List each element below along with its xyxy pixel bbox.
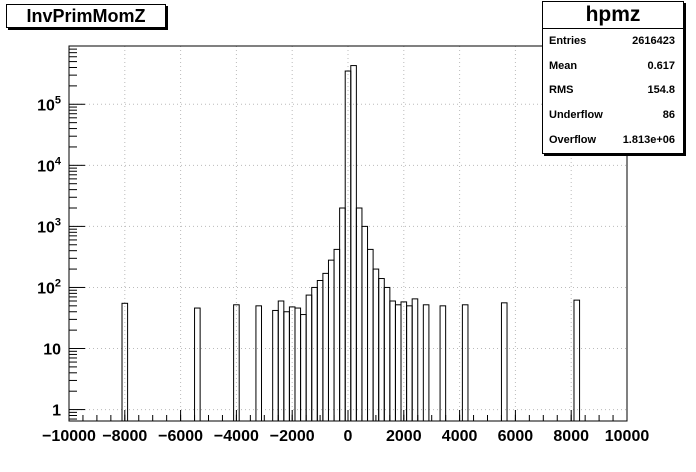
stats-row-mean: Mean 0.617 xyxy=(543,54,683,79)
histogram-bin xyxy=(400,301,408,422)
y-tick-label: 102 xyxy=(37,277,61,297)
stats-row-entries: Entries 2616423 xyxy=(543,29,683,54)
histogram-bin xyxy=(383,286,391,422)
histogram-bin xyxy=(300,314,307,422)
stats-row-overflow: Overflow 1.813e+06 xyxy=(543,127,683,152)
x-tick-label: 2000 xyxy=(386,428,422,445)
histogram-bin xyxy=(367,248,374,422)
histogram-bin xyxy=(361,225,369,422)
histogram-bin xyxy=(277,300,285,422)
histogram-bin xyxy=(355,207,363,422)
stats-label: Overflow xyxy=(549,133,597,146)
x-tick-label: 8000 xyxy=(553,428,589,445)
histogram-bins xyxy=(121,65,581,422)
stats-value: 154.8 xyxy=(647,84,675,97)
x-tick-label: −6000 xyxy=(158,428,203,445)
histogram-bin xyxy=(322,272,329,422)
y-axis-ticks: 1 10 102 103 104 105 xyxy=(37,45,85,420)
y-tick-label: 1 xyxy=(52,403,61,420)
stats-value: 86 xyxy=(662,109,675,122)
histogram-bin xyxy=(411,298,419,422)
stats-label: Entries xyxy=(549,35,587,48)
histogram-bin xyxy=(194,307,201,422)
x-tick-label: 10000 xyxy=(605,428,650,445)
histogram-bin xyxy=(311,286,318,422)
stats-box: hpmz Entries 2616423 Mean 0.617 RMS 154.… xyxy=(542,1,684,154)
histogram-bin xyxy=(316,279,324,422)
stats-value: 2616423 xyxy=(632,35,675,48)
x-tick-label: −2000 xyxy=(270,428,315,445)
histogram-bin xyxy=(305,294,313,422)
stats-row-underflow: Underflow 86 xyxy=(543,103,683,128)
histogram-bin xyxy=(406,305,413,422)
histogram-bin xyxy=(283,311,290,422)
histogram-bin xyxy=(422,304,430,422)
histogram-bin xyxy=(333,248,341,422)
histogram-title-text: InvPrimMomZ xyxy=(26,5,146,26)
histogram-bin xyxy=(439,305,447,422)
x-tick-label: 6000 xyxy=(498,428,534,445)
y-tick-label: 10 xyxy=(43,342,61,359)
y-tick-label: 104 xyxy=(37,155,62,175)
x-tick-label: −8000 xyxy=(102,428,147,445)
histogram-bin xyxy=(372,268,380,422)
stats-label: Underflow xyxy=(549,109,603,122)
x-tick-label: 0 xyxy=(344,428,353,445)
histogram-bin xyxy=(272,309,279,422)
histogram-bin xyxy=(339,207,346,422)
stats-row-rms: RMS 154.8 xyxy=(543,78,683,103)
y-tick-label: 105 xyxy=(37,94,61,114)
histogram-bin xyxy=(389,300,396,422)
histogram-bin xyxy=(327,259,335,422)
x-tick-label: 4000 xyxy=(442,428,478,445)
grid-lines xyxy=(69,46,627,421)
y-tick-label: 103 xyxy=(37,216,61,236)
stats-label: Mean xyxy=(549,59,578,72)
histogram-bin xyxy=(288,306,296,422)
histogram-bin xyxy=(294,307,302,422)
histogram-bin xyxy=(500,302,508,422)
histogram-bin xyxy=(461,304,469,422)
histogram-bin xyxy=(378,278,385,422)
stats-label: RMS xyxy=(549,84,574,97)
histogram-bin xyxy=(573,299,581,422)
x-axis-ticks: −10000 −8000 −6000 −4000 −2000 0 2000 4000 6000 8… xyxy=(42,410,649,445)
stats-value: 0.617 xyxy=(647,59,675,72)
histogram-title: InvPrimMomZ xyxy=(6,4,166,28)
histogram-bin xyxy=(350,65,357,422)
stats-title: hpmz xyxy=(543,2,683,29)
stats-value: 1.813e+06 xyxy=(622,133,675,146)
x-tick-label: −10000 xyxy=(42,428,96,445)
x-tick-label: −4000 xyxy=(214,428,259,445)
histogram-bin xyxy=(255,305,263,422)
histogram-bin xyxy=(394,304,402,422)
